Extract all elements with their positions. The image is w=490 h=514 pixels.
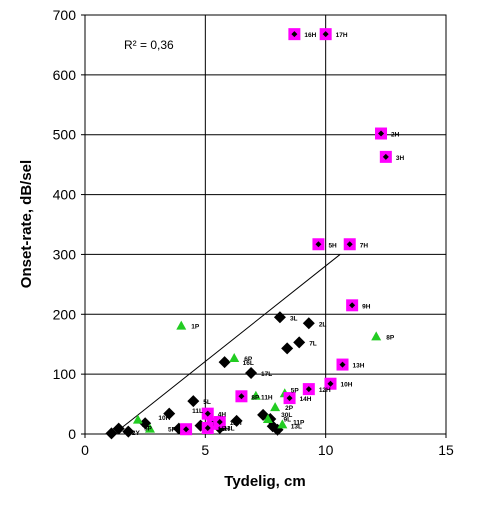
point-label: 17L [261, 371, 272, 378]
r-squared-annotation: R² = 0,36 [124, 38, 174, 52]
point-label: 13L [223, 425, 234, 432]
square-point-center [204, 425, 211, 432]
point-label: 10H [340, 382, 352, 389]
data-points [105, 28, 392, 440]
diamond-point [218, 356, 231, 369]
point-label: 3H [396, 155, 405, 162]
triangle-point [270, 402, 281, 412]
square-point-center [183, 426, 190, 433]
point-label: 16H [304, 32, 316, 39]
diamond-point [245, 366, 258, 379]
point-label: 7L [309, 340, 317, 347]
square-point-center [346, 241, 353, 248]
point-label: 14H [300, 396, 312, 403]
grid [81, 14, 447, 438]
diamond-point [163, 407, 176, 420]
x-tick-label: 0 [81, 442, 89, 458]
plot-frame [84, 14, 447, 435]
diamond-point [230, 414, 243, 427]
x-tick-label: 10 [318, 442, 334, 458]
point-labels: 5L 17L 3L 7L 2L 1P 6P 2P 8P 16H 17H 2H 3H 5H 7H 9H 13H 10… [132, 32, 405, 437]
point-label: 8P 11H [251, 394, 273, 401]
point-label: 17H [336, 32, 348, 39]
point-label: 5P [291, 388, 300, 395]
square-point-center [378, 130, 385, 137]
square-point-center [339, 361, 346, 368]
triangle-point [144, 423, 155, 433]
point-label: 30L [281, 412, 292, 419]
point-label: 11L [192, 408, 203, 415]
square-point-center [204, 410, 211, 417]
point-label: 12H [319, 387, 331, 394]
square-point-center [382, 153, 389, 160]
diamond-point [122, 425, 135, 438]
tick-labels: 0 5 10 15 0 100 200 300 400 500 600 700 [53, 7, 454, 458]
diamond-point [139, 417, 152, 430]
point-label: 5H [328, 242, 337, 249]
y-tick-label: 600 [53, 67, 77, 83]
point-label: 2P [285, 405, 294, 412]
diamond-point [273, 311, 286, 324]
square-point-center [322, 31, 329, 38]
point-label: 5P [168, 427, 177, 434]
point-label: 12H [230, 420, 242, 427]
triangle-point [262, 414, 273, 424]
point-label: 1P [191, 324, 200, 331]
x-axis-title: Tydelig, cm [224, 473, 305, 490]
point-label: 10R [158, 415, 170, 422]
point-label: 5L [203, 399, 211, 406]
triangle-point [176, 320, 187, 330]
y-tick-label: 0 [68, 426, 76, 442]
point-label: 6L [142, 422, 150, 429]
x-tick-label: 15 [438, 442, 454, 458]
diamond-point [112, 422, 125, 435]
point-label: 16L [243, 360, 254, 367]
trendline-segment [113, 254, 341, 435]
point-label: 6P [244, 356, 253, 363]
triangle-point [250, 390, 261, 400]
square-point-center [305, 386, 312, 393]
y-tick-label: 500 [53, 127, 77, 143]
point-label: 11P [293, 419, 305, 426]
square-point-center [349, 302, 356, 309]
y-tick-label: 300 [53, 246, 77, 262]
point-label: 13H [353, 363, 365, 370]
square-point-center [291, 31, 298, 38]
point-label: 4H [218, 412, 227, 419]
point-label: 15H [218, 426, 230, 433]
triangle-point [277, 419, 288, 429]
point-label: 9H [362, 303, 371, 310]
square-point-center [238, 393, 245, 400]
diamond-point [187, 395, 200, 408]
diamond-point [105, 427, 118, 440]
y-tick-label: 200 [53, 306, 77, 322]
triangle-point [371, 331, 382, 341]
diamond-point [302, 317, 315, 330]
diamond-point [281, 342, 294, 355]
diamond-point [293, 336, 306, 349]
triangle-point [229, 352, 240, 362]
y-tick-label: 400 [53, 187, 77, 203]
square-point-center [315, 241, 322, 248]
point-label: 8P [386, 334, 395, 341]
x-tick-label: 5 [201, 442, 209, 458]
point-label: 9L [284, 416, 292, 423]
triangle-point [132, 414, 143, 424]
point-label: 9P [144, 425, 153, 432]
point-label: 2Y [132, 430, 141, 437]
square-point-center [286, 395, 293, 402]
point-label: 2H [391, 132, 400, 139]
y-tick-label: 700 [53, 7, 77, 23]
point-label: 2L [319, 321, 327, 328]
point-label: 13L [291, 424, 302, 431]
y-axis-title: Onset-rate, dB/sel [18, 160, 35, 288]
point-label: 7H [360, 242, 369, 249]
square-point-center [327, 380, 334, 387]
point-label: 3L [290, 315, 298, 322]
square-point-center [216, 419, 223, 426]
trendline [113, 254, 341, 435]
y-tick-label: 100 [53, 366, 77, 382]
